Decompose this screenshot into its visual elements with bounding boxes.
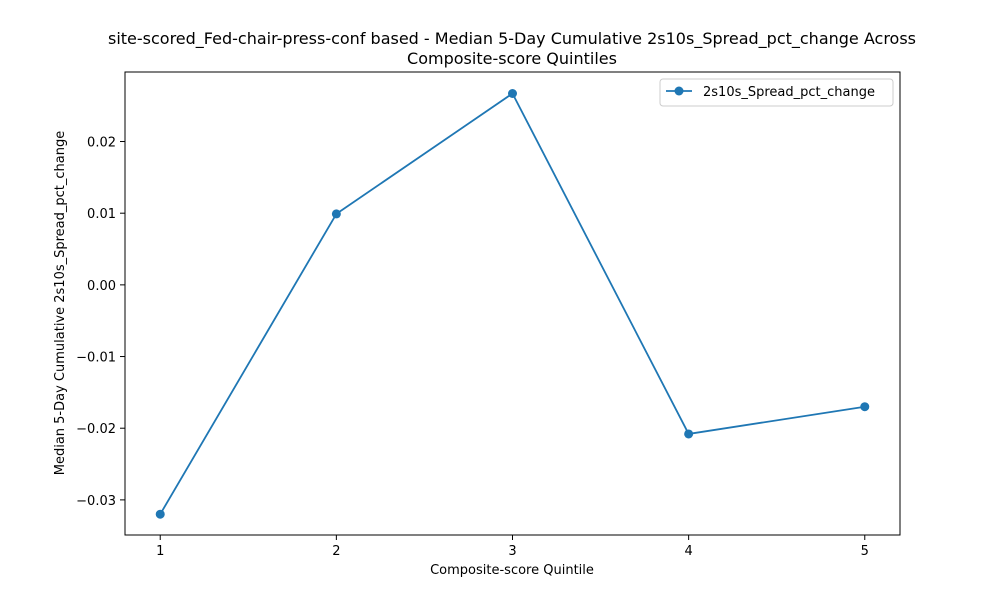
x-tick-label: 3 bbox=[508, 544, 516, 559]
x-tick-label: 5 bbox=[861, 544, 869, 559]
legend-box bbox=[659, 78, 894, 107]
x-axis-ticks: 1 2 3 4 5 bbox=[156, 535, 869, 559]
x-tick-label: 2 bbox=[332, 544, 340, 559]
data-point bbox=[508, 89, 517, 99]
series-line bbox=[159, 92, 865, 515]
chart-title-line-1: site-scored_Fed-chair-press-conf based -… bbox=[108, 29, 916, 49]
y-tick-label: 0.00 bbox=[87, 279, 116, 294]
x-tick-label: 1 bbox=[156, 544, 164, 559]
y-tick-label: 0.01 bbox=[87, 207, 116, 222]
data-point bbox=[155, 509, 165, 519]
legend: 2s10s_Spread_pct_change bbox=[659, 78, 894, 107]
y-tick-label: −0.03 bbox=[76, 494, 116, 509]
x-tick-label: 4 bbox=[684, 544, 692, 559]
y-tick-label: 0.02 bbox=[87, 136, 116, 151]
legend-marker-swatch bbox=[674, 86, 684, 96]
y-axis-ticks: −0.03 −0.02 −0.01 0.00 0.01 0.02 bbox=[76, 136, 125, 509]
data-point bbox=[684, 429, 694, 439]
legend-label: 2s10s_Spread_pct_change bbox=[703, 85, 875, 100]
data-point bbox=[331, 209, 341, 219]
y-tick-label: −0.02 bbox=[76, 422, 116, 437]
y-tick-label: −0.01 bbox=[76, 351, 116, 366]
x-axis-label: Composite-score Quintile bbox=[430, 563, 594, 578]
chart-title-line-2: Composite-score Quintiles bbox=[407, 49, 617, 68]
data-point bbox=[860, 402, 870, 412]
plot-area-frame bbox=[124, 71, 901, 536]
y-axis-label: Median 5-Day Cumulative 2s10s_Spread_pct… bbox=[53, 131, 68, 476]
series-group bbox=[155, 89, 870, 519]
